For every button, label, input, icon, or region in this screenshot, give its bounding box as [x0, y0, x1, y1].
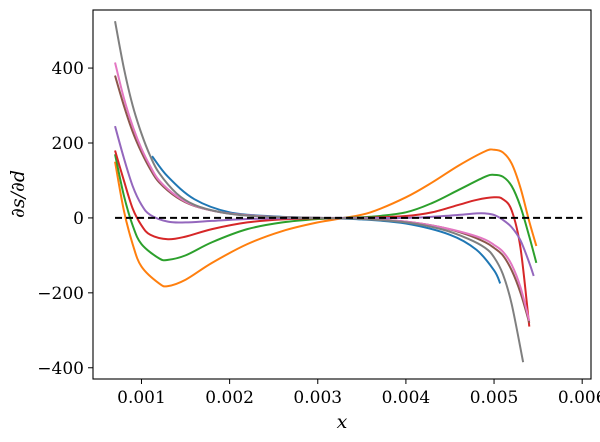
x-tick-label: 0.003 — [293, 388, 342, 408]
y-tick-label: 200 — [52, 134, 84, 154]
x-tick-label: 0.005 — [470, 388, 519, 408]
y-tick-label: 0 — [73, 209, 84, 229]
x-axis-label: x — [337, 411, 348, 433]
plot-frame — [92, 9, 592, 380]
x-tick-label: 0.001 — [117, 388, 166, 408]
x-tick-label: 0.006 — [558, 388, 600, 408]
series-layer — [114, 21, 538, 363]
y-tick-label: −200 — [37, 284, 84, 304]
x-ticks: 0.001 0.002 0.003 0.004 0.005 0.006 — [117, 379, 600, 408]
x-tick-label: 0.004 — [382, 388, 431, 408]
x-tick-label: 0.002 — [205, 388, 254, 408]
y-tick-label: −400 — [37, 359, 84, 379]
y-axis-label: ∂s/∂d — [7, 170, 29, 218]
y-tick-label: 400 — [52, 59, 84, 79]
y-ticks: 400 200 0 −200 −400 — [37, 59, 93, 379]
